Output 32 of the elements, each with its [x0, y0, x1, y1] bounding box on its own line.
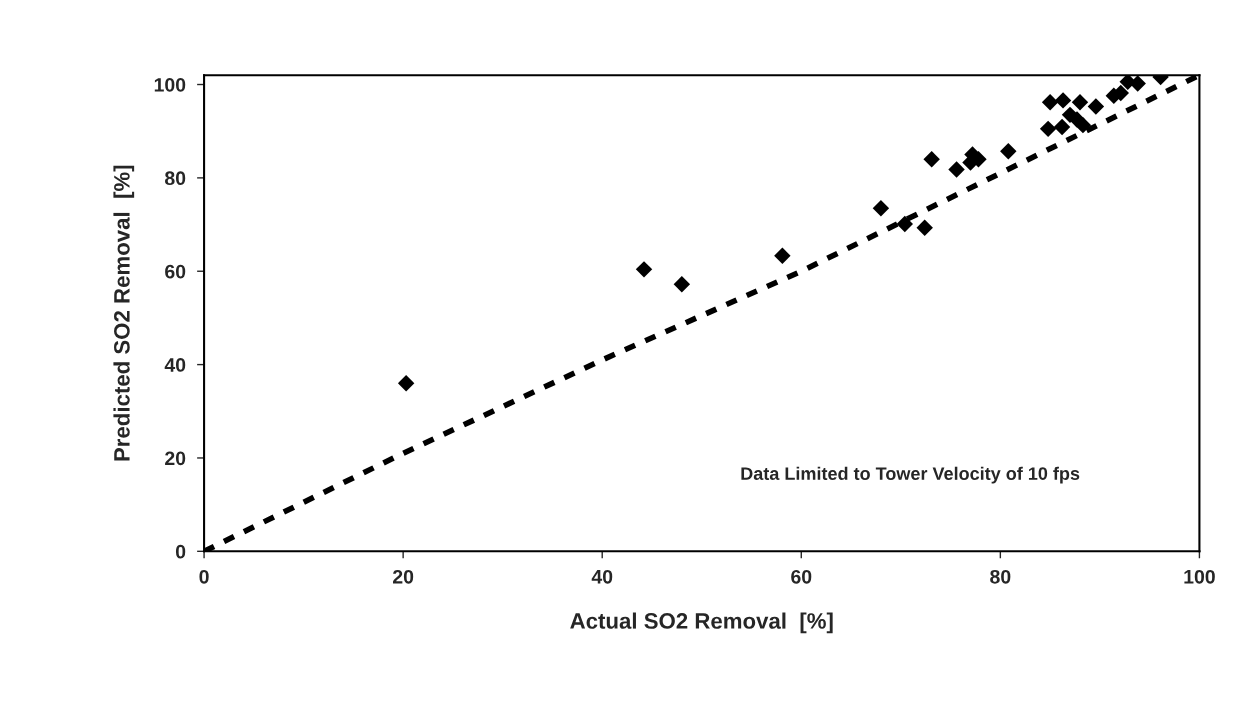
point	[673, 276, 691, 293]
x-tick-label: 60	[791, 569, 812, 584]
x-tick-label: 40	[591, 569, 613, 584]
y-tick-label: 80	[165, 171, 186, 186]
y-tick-label: 40	[164, 358, 186, 372]
point	[1000, 143, 1017, 160]
point	[872, 200, 890, 217]
y-tick-label: 60	[165, 264, 186, 279]
point	[916, 219, 933, 237]
point	[397, 375, 415, 392]
point	[635, 261, 653, 278]
point	[1053, 118, 1071, 136]
point	[1074, 116, 1092, 134]
x-tick-label: 100	[1184, 569, 1215, 584]
point	[896, 215, 914, 233]
point	[1039, 120, 1057, 138]
point	[1071, 94, 1089, 111]
y-axis-title: Predicted SO2 Removal [%]	[113, 165, 135, 461]
point	[774, 247, 791, 265]
point	[1087, 98, 1105, 115]
annotation: Data Limited to Tower Velocity of 10 fps	[741, 466, 1080, 484]
point	[1054, 92, 1072, 109]
point	[923, 150, 940, 168]
point	[1041, 94, 1059, 111]
x-tick-label: 20	[393, 569, 414, 584]
point	[948, 161, 965, 178]
y-tick-label: 0	[175, 544, 186, 559]
x-axis-title: Actual SO2 Removal [%]	[570, 612, 833, 634]
y-tick-label: 100	[154, 77, 186, 92]
x-tick-label: 80	[990, 569, 1011, 584]
x-tick-label: 0	[199, 569, 209, 584]
y-tick-label: 20	[165, 451, 186, 466]
